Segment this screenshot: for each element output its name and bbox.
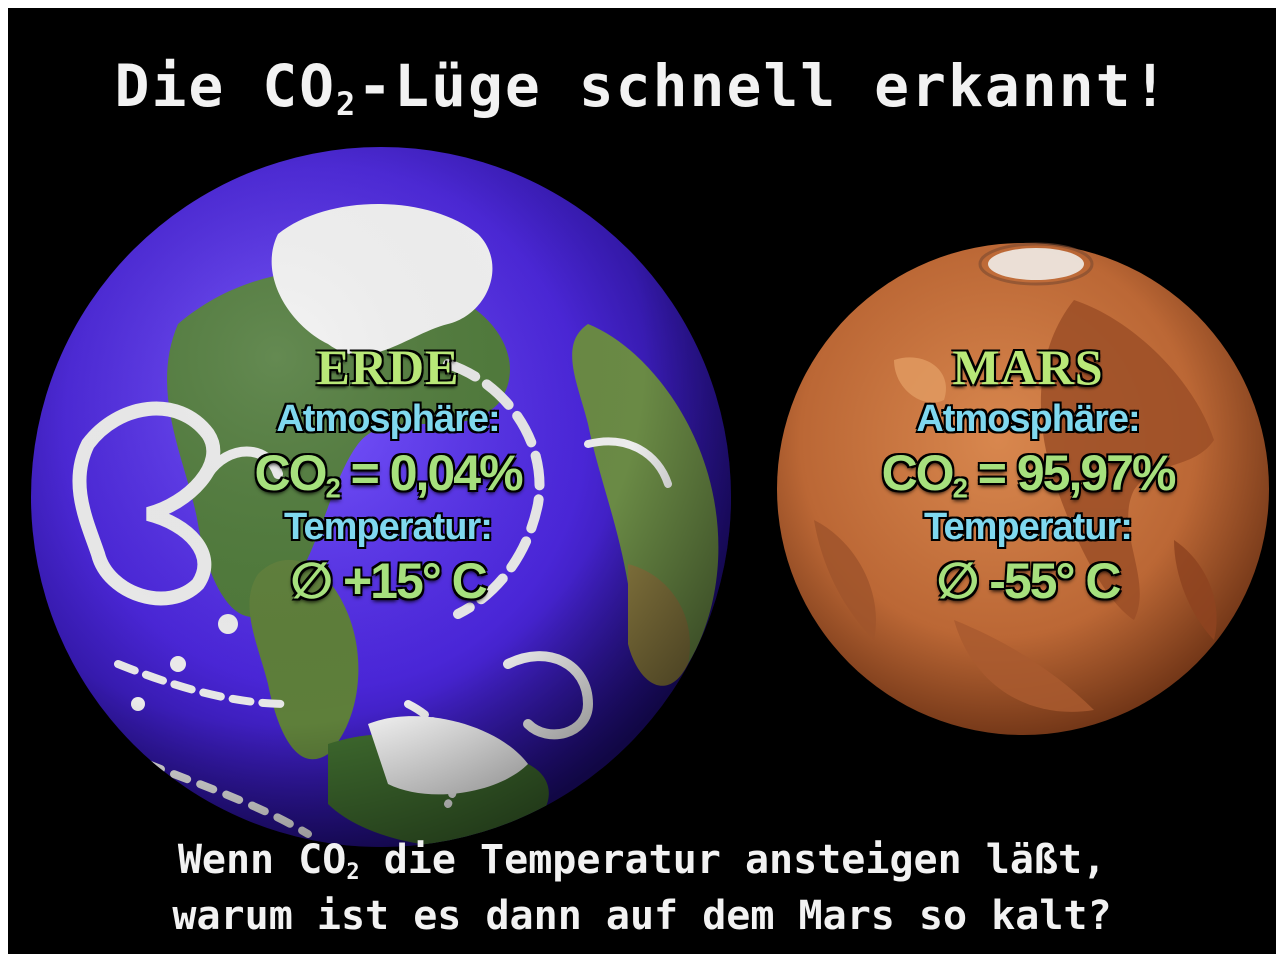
question-line-1-sub: 2 xyxy=(346,860,360,886)
title-prefix: Die CO xyxy=(114,52,337,120)
earth-temperature-value: ∅ +15° C xyxy=(290,553,488,609)
earth-co2-sub: 2 xyxy=(325,472,340,504)
earth-temperature-label: Temperatur: xyxy=(284,506,493,548)
earth-info: ERDE Atmosphäre: CO2 = 0,04% Temperatur:… xyxy=(198,338,578,612)
poster-title: Die CO2-Lüge schnell erkannt! xyxy=(8,52,1276,120)
earth-atmosphere-label: Atmosphäre: xyxy=(276,398,500,440)
title-subscript: 2 xyxy=(336,84,358,123)
poster: Die CO2-Lüge schnell erkannt! xyxy=(8,8,1276,954)
mars-temperature-label: Temperatur: xyxy=(924,506,1133,548)
mars-co2-number: = 95,97% xyxy=(965,445,1177,501)
earth-globe-icon xyxy=(31,147,731,847)
mars-info: MARS Atmosphäre: CO2 = 95,97% Temperatur… xyxy=(828,338,1228,612)
question-line-1-prefix: Wenn CO xyxy=(177,837,347,883)
earth-co2-prefix: CO xyxy=(254,445,327,501)
mars-name: MARS xyxy=(952,339,1104,395)
question-line-2: warum ist es dann auf dem Mars so kalt? xyxy=(172,893,1112,939)
mars-co2-prefix: CO xyxy=(881,445,955,501)
bottom-question: Wenn CO2 die Temperatur ansteigen läßt, … xyxy=(8,832,1276,944)
mars-temperature-value: ∅ -55° C xyxy=(936,553,1122,609)
mars-atmosphere-label: Atmosphäre: xyxy=(916,398,1140,440)
mars-co2-value: CO2 = 95,97% xyxy=(828,442,1228,504)
question-line-1-suffix: die Temperatur ansteigen läßt, xyxy=(359,837,1107,883)
question-line-1: Wenn CO2 die Temperatur ansteigen läßt, xyxy=(8,832,1276,888)
title-suffix: -Lüge schnell erkannt! xyxy=(357,52,1170,120)
earth-co2-value: CO2 = 0,04% xyxy=(198,442,578,504)
mars-co2-sub: 2 xyxy=(952,472,968,504)
earth-co2-number: = 0,04% xyxy=(338,445,524,501)
earth-name: ERDE xyxy=(316,339,460,395)
mars-planet-icon xyxy=(777,242,1269,735)
